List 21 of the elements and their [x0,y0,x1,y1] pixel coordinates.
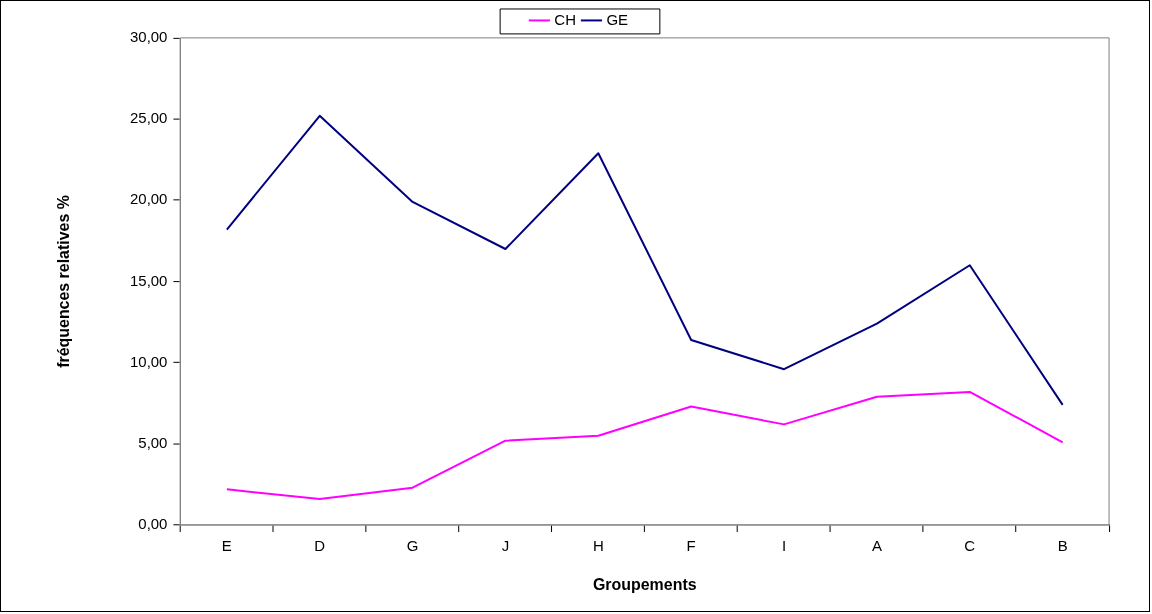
y-tick-label: 25,00 [130,109,168,127]
legend-label: CH [554,10,576,28]
legend-label: GE [606,10,629,28]
y-tick-label: 15,00 [130,271,168,289]
x-tick-label: G [406,537,419,555]
x-tick-label: I [781,537,787,555]
x-tick-label: C [964,537,976,555]
y-tick-label: 0,00 [138,515,168,533]
x-tick-label: D [314,537,326,555]
x-tick-label: F [686,537,696,555]
x-tick-label: J [501,537,510,555]
x-tick-label: A [871,537,882,555]
x-tick-label: H [592,537,604,555]
y-tick-label: 10,00 [130,352,168,370]
y-tick-label: 5,00 [138,434,168,452]
y-tick-label: 30,00 [130,28,168,45]
x-axis-title: Groupements [592,575,697,593]
x-tick-label: B [1057,537,1068,555]
x-tick-label: E [221,537,232,555]
y-tick-label: 20,00 [130,190,168,208]
y-axis-title: fréquences relatives % [54,195,72,368]
